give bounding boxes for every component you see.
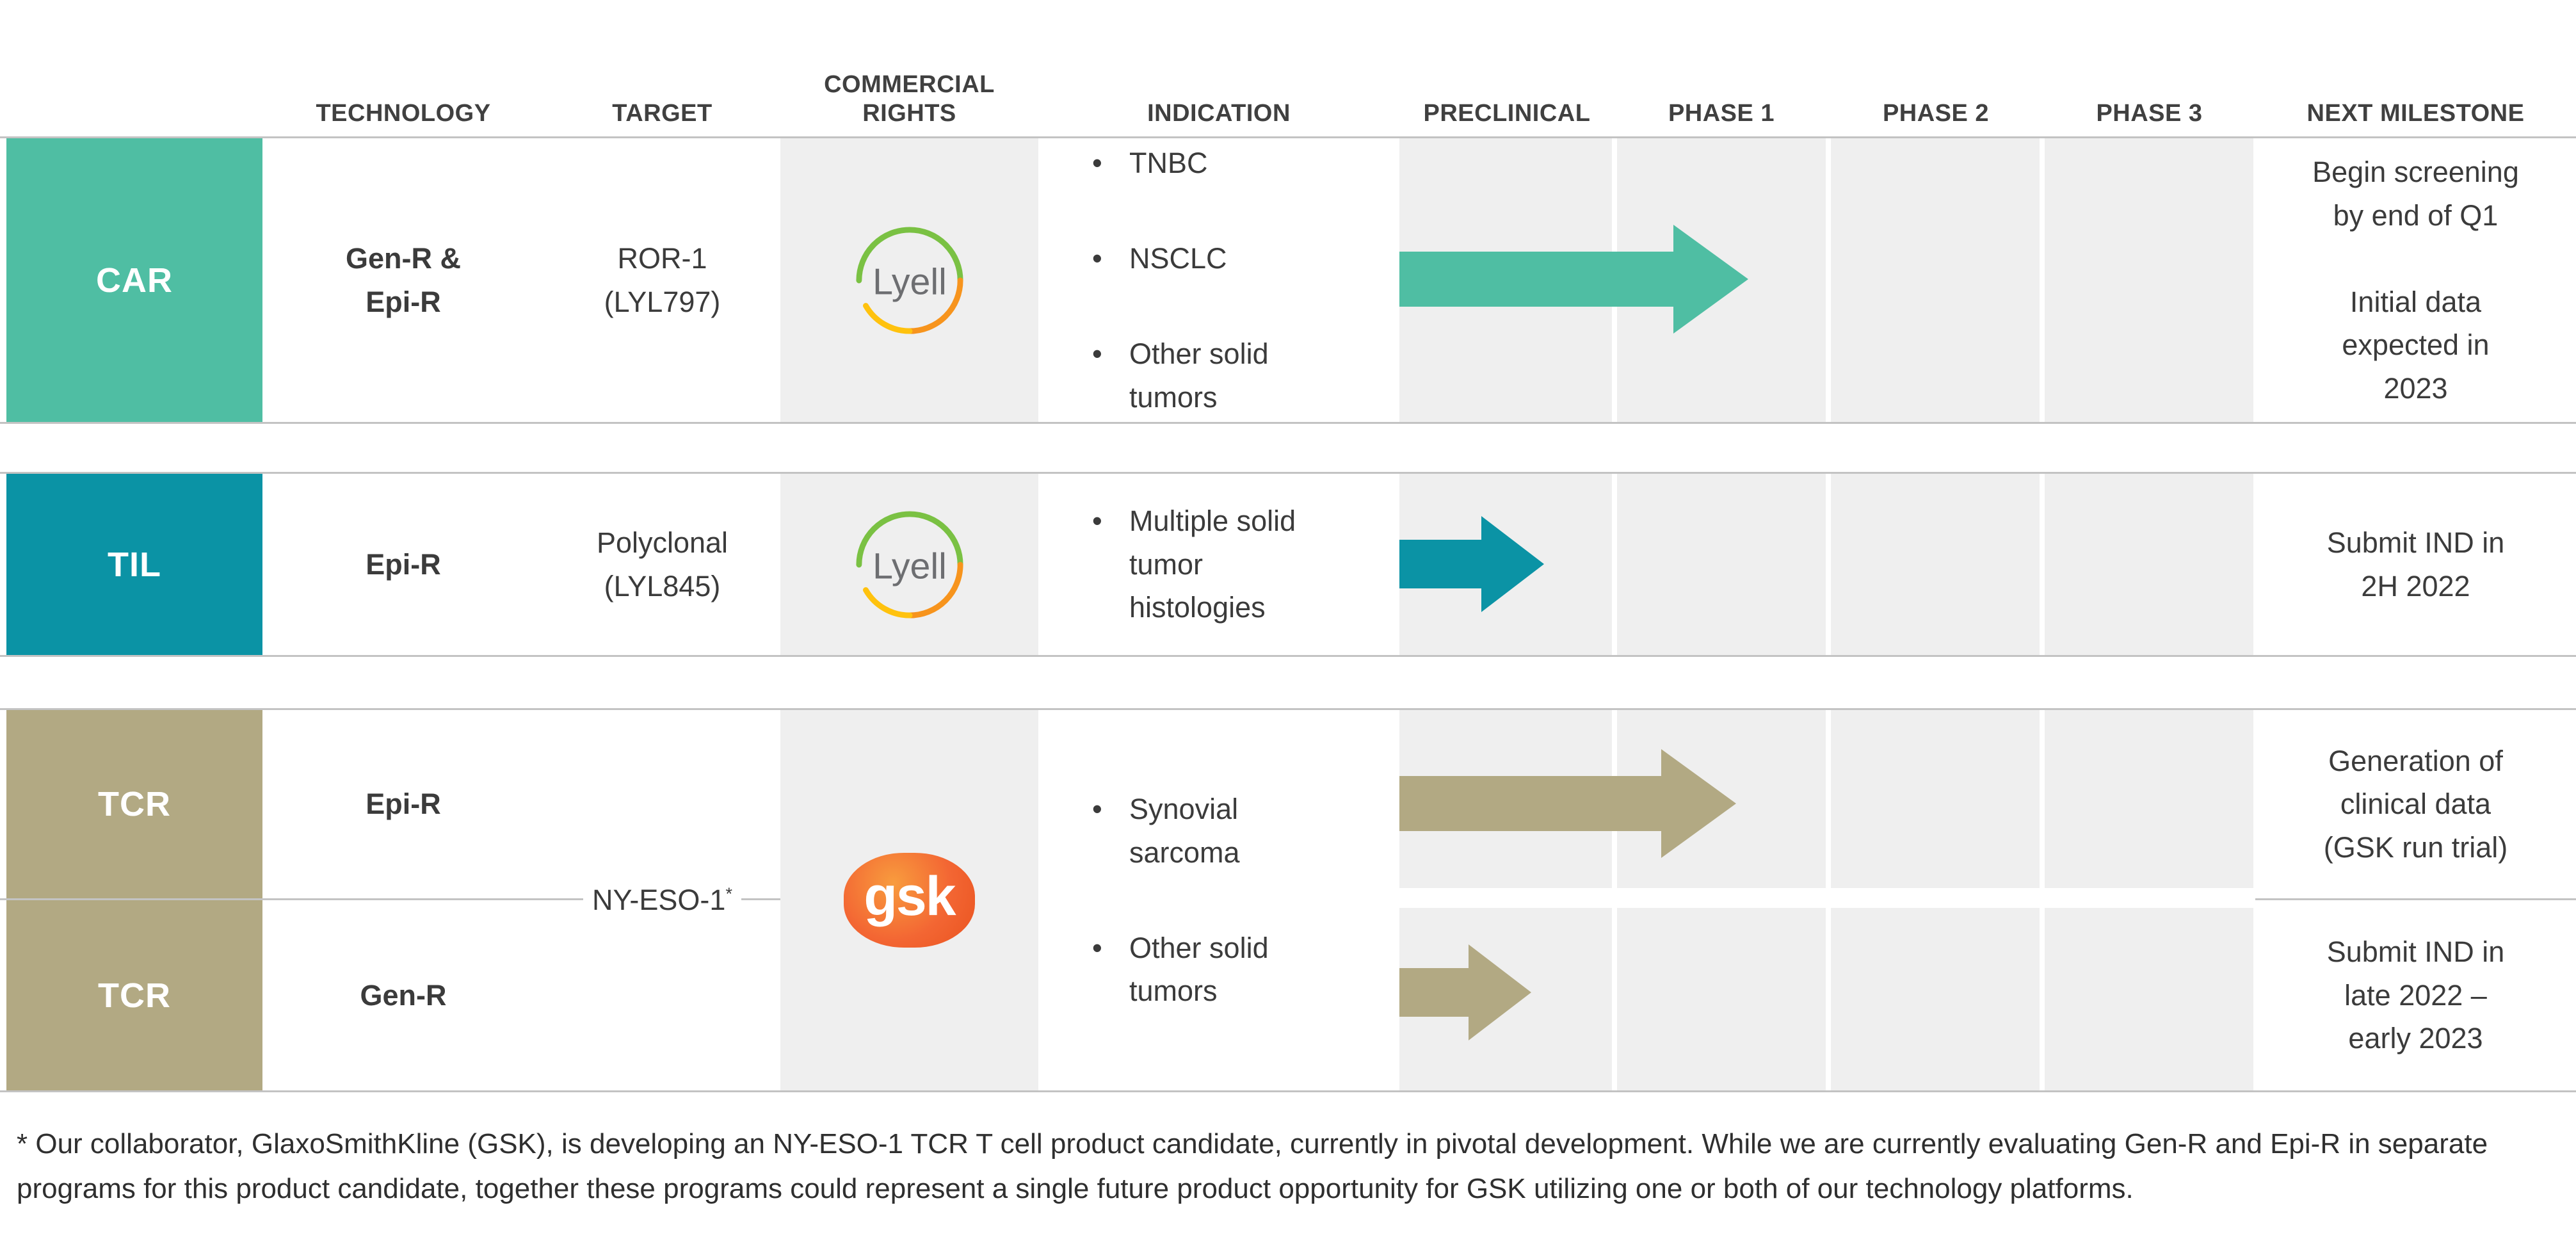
column-header-commercial-rights: COMMERCIAL RIGHTS [780,38,1038,128]
progress-arrow-shape [1399,749,1736,858]
milestone-divider [2255,898,2576,900]
technology-cell: Gen-R & Epi-R [346,242,461,318]
progress-arrow-shape [1399,516,1544,612]
lyell-wordmark: Lyell [873,546,947,586]
phase-cell-phase-3 [2045,138,2253,422]
pipeline-row-car: CAR Gen-R & Epi-R ROR-1 (LYL797) Lyell T… [0,136,2576,424]
phase-cell-phase-2 [1831,908,2040,1090]
phase-cell-phase-2 [1831,474,2040,655]
program-label-tcr-epir: TCR [98,785,171,823]
footnote-text: * Our collaborator, GlaxoSmithKline (GSK… [17,1128,2488,1204]
target-cell: Polyclonal (LYL845) [596,526,729,602]
lyell-logo: Lyell [855,226,963,334]
lyell-wordmark: Lyell [873,261,947,302]
commercial-rights-cell: Lyell [780,138,1038,422]
progress-arrow-shape [1399,225,1748,334]
program-label-tcr-genr: TCR [98,976,171,1015]
gsk-logo: gsk [844,853,975,948]
milestone-cell: Submit IND in 2H 2022 [2326,526,2505,602]
lyell-ring-yellow-arc [862,302,912,334]
milestone-cell: Submit IND in late 2022 – early 2023 [2326,935,2505,1055]
technology-cell: Epi-R [366,547,441,581]
indication-cell: Multiple solid tumor histologies [1038,474,1399,655]
target-cell-shared: NY-ESO-1* [544,710,780,1090]
lyell-ring-green-arc [855,226,963,283]
program-label-tcr [6,710,262,1090]
milestone-cell: Generation of clinical data (GSK run tri… [2323,744,2508,864]
column-header-phase-3: PHASE 3 [2096,100,2203,127]
progress-arrow-car [1399,225,1748,334]
program-label-car: CAR [6,138,262,422]
lyell-ring-orange-arc [906,277,963,334]
phase-cell-phase-3 [2045,474,2253,655]
phase-cell-phase-2 [1831,138,2040,422]
indication-item: Multiple solid tumor histologies [1090,499,1296,629]
commercial-rights-cell-shared: gsk [780,710,1038,1090]
indication-list: TNBC NSCLC Other solid tumors [1090,99,1269,462]
indication-list: Multiple solid tumor histologies [1090,457,1296,673]
lyell-logo: Lyell [855,510,963,618]
gsk-wordmark: gsk [864,865,956,927]
indication-item: Other solid tumors [1090,926,1269,1013]
indication-list: Synovial sarcoma Other solid tumors [1090,745,1269,1056]
phase-cell-phase-1 [1617,474,1826,655]
phase-cell-phase-3 [2045,908,2253,1090]
lyell-ring-orange-arc [906,562,963,618]
target-cell: ROR-1 (LYL797) [604,242,721,318]
target-name: NY-ESO-1 [592,884,726,917]
phase-cell-phase-2 [1831,710,2040,888]
column-header-indication: INDICATION [1147,100,1291,127]
indication-cell-shared: Synovial sarcoma Other solid tumors [1038,710,1399,1090]
commercial-rights-cell: Lyell [780,474,1038,655]
lyell-ring-yellow-arc [862,586,912,618]
target-footnote-marker: * [725,884,732,904]
indication-cell: TNBC NSCLC Other solid tumors [1038,138,1399,422]
milestone-cell: Begin screening by end of Q1 Initial dat… [2312,156,2519,405]
pipeline-row-til: TIL Epi-R Polyclonal (LYL845) Lyell Mult… [0,472,2576,657]
technology-cell: Epi-R [366,788,441,821]
progress-arrow-tcr-epir [1399,749,1736,858]
column-header-target: TARGET [612,100,712,127]
indication-item: Other solid tumors [1090,332,1269,419]
indication-item: TNBC [1090,141,1269,185]
column-header-commercial-rights-label: COMMERCIAL RIGHTS [824,71,995,127]
progress-arrow-shape [1399,944,1531,1040]
lyell-ring-green-arc [855,510,963,567]
pipeline-rows-tcr: TCR TCR Epi-R Gen-R NY-ESO-1* gsk Synovi… [0,708,2576,1092]
indication-item: Synovial sarcoma [1090,788,1269,874]
technology-cell: Gen-R [360,978,447,1012]
indication-item: NSCLC [1090,237,1269,280]
phase-cell-phase-1 [1617,908,1826,1090]
progress-arrow-tcr-genr [1399,944,1531,1040]
column-header-technology: TECHNOLOGY [316,100,491,127]
progress-arrow-til [1399,516,1544,612]
phase-cell-phase-3 [2045,710,2253,888]
program-label-til: TIL [6,474,262,655]
column-header-phase-2: PHASE 2 [1882,100,1990,127]
column-header-preclinical: PRECLINICAL [1423,100,1591,127]
target-shared-text: NY-ESO-1* [583,875,741,926]
column-header-next-milestone: NEXT MILESTONE [2306,100,2525,127]
tcr-row-divider [0,898,780,900]
column-header-phase-1: PHASE 1 [1668,100,1775,127]
